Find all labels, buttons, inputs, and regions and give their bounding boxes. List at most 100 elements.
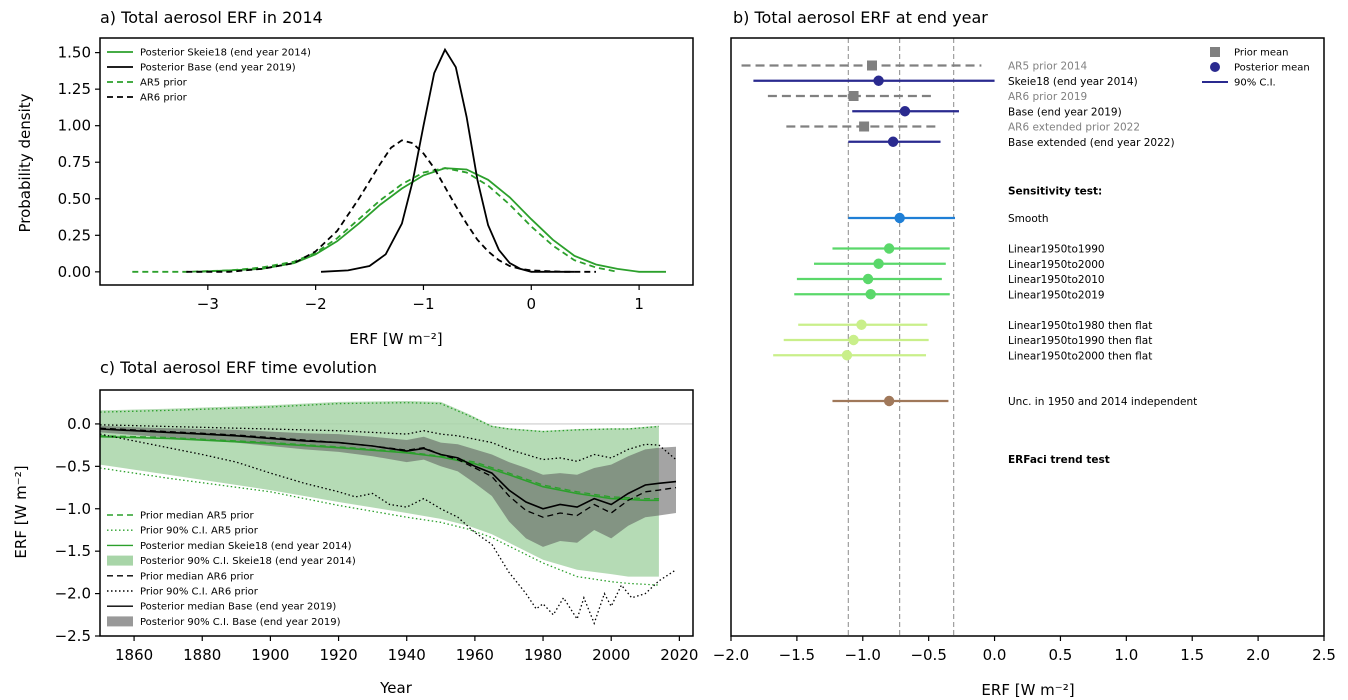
x-tick-label: 2020: [660, 646, 698, 664]
legend-label: AR5 prior: [140, 78, 188, 89]
y-tick-label: 1.50: [58, 44, 91, 62]
prior-mean-marker: [848, 91, 859, 101]
y-tick-label: 1.00: [58, 117, 91, 135]
row-label: Base extended (end year 2022): [1008, 137, 1175, 149]
x-tick-label: 2.5: [1312, 646, 1336, 664]
y-tick-label: 0.0: [67, 415, 91, 433]
x-tick-label: 1880: [183, 646, 221, 664]
row-label: Linear1950to1990 then flat: [1008, 335, 1152, 347]
legend-label: Posterior median Skeie18 (end year 2014): [140, 541, 352, 552]
legend-label: Posterior Base (end year 2019): [140, 63, 296, 74]
x-tick-label: 1960: [456, 646, 494, 664]
x-tick-label: 1860: [115, 646, 153, 664]
x-tick-label: −1.5: [779, 646, 815, 664]
ci-band-1: [100, 425, 676, 547]
density-line-0: [196, 167, 666, 273]
y-tick-label: 1.25: [58, 80, 91, 98]
row-label: Unc. in 1950 and 2014 independent: [1008, 396, 1197, 408]
posterior-mean-marker: [873, 258, 884, 269]
posterior-mean-marker: [862, 273, 874, 285]
legend-label: Prior 90% C.I. AR6 prior: [140, 587, 259, 598]
posterior-mean-marker: [887, 136, 899, 147]
x-tick-label: −2: [305, 295, 327, 313]
panel-c-frame: [99, 389, 694, 637]
prior-mean-marker: [867, 60, 878, 71]
row-label: Linear1950to1980 then flat: [1008, 320, 1152, 332]
row-label: Smooth: [1008, 213, 1049, 225]
row-label: AR6 extended prior 2022: [1008, 122, 1140, 134]
panel-b-plot-area: AR5 prior 2014 Skeie18 (end year 2014) AR6…: [713, 37, 1336, 664]
panel-a-xlabel: ERF [W m⁻²]: [349, 330, 442, 348]
y-tick-label: 0.75: [58, 153, 91, 171]
row-label: Linear1950to2019: [1008, 289, 1105, 301]
row-label: Linear1950to2000: [1008, 259, 1105, 271]
y-tick-label: −2.5: [55, 627, 91, 645]
panel-a-ylabel: Probability density: [16, 93, 34, 232]
legend-swatch: [107, 555, 133, 566]
panel-c-plot-area: 1860 1880 1900 1920 1940 1960 1980 2000 2020 0.0 −…: [55, 389, 698, 664]
time-series-line-2: [100, 467, 659, 586]
y-tick-label: 0.50: [58, 190, 91, 208]
row-label: Linear1950to2010: [1008, 274, 1105, 286]
row-label: Base (end year 2019): [1008, 106, 1122, 118]
x-tick-label: 0: [526, 295, 536, 313]
density-line-3: [186, 139, 596, 273]
posterior-mean-marker: [899, 106, 911, 117]
panel-a-frame: [99, 37, 694, 286]
posterior-mean-marker: [848, 334, 859, 346]
panel-c-ylabel: ERF [W m⁻²]: [12, 465, 30, 558]
row-label: Linear1950to2000 then flat: [1008, 350, 1152, 362]
legend-label: Posterior Skeie18 (end year 2014): [140, 48, 311, 59]
x-tick-label: 1980: [524, 646, 562, 664]
panel-a-plot-area: −3 −2 −1 0 1 0.00 0.25 0.50 0.75 1.00 1.25 1.50: [58, 37, 694, 313]
posterior-mean-marker: [841, 350, 853, 361]
row-label: Linear1950to1990: [1008, 244, 1105, 256]
row-label: Skeie18 (end year 2014): [1008, 76, 1138, 88]
legend-label: AR6 prior: [140, 93, 188, 104]
x-tick-label: −1: [412, 295, 434, 313]
legend-label: Prior 90% C.I. AR5 prior: [140, 526, 259, 537]
legend-label: Posterior median Base (end year 2019): [140, 602, 336, 613]
posterior-mean-marker: [894, 212, 905, 224]
prior-mean-marker: [859, 121, 870, 132]
legend-label: Posterior 90% C.I. Base (end year 2019): [140, 617, 341, 628]
x-tick-label: −2.0: [713, 646, 749, 664]
x-tick-label: −1.0: [845, 646, 881, 664]
legend-label: Prior median AR5 prior: [140, 511, 255, 522]
y-tick-label: −0.5: [55, 457, 91, 475]
x-tick-label: 1900: [251, 646, 289, 664]
density-line-2: [132, 167, 618, 273]
panel-a-title: a) Total aerosol ERF in 2014: [100, 8, 323, 27]
panel-a-legend: Posterior Skeie18 (end year 2014) Posteri…: [107, 48, 311, 104]
x-tick-label: 2.0: [1246, 646, 1270, 664]
y-tick-label: 0.25: [58, 226, 91, 244]
x-tick-label: 1.0: [1114, 646, 1138, 664]
row-label: AR6 prior 2019: [1008, 91, 1087, 103]
legend-label: 90% C.I.: [1234, 78, 1276, 89]
x-tick-label: −0.5: [910, 646, 946, 664]
y-tick-label: −2.0: [55, 585, 91, 603]
time-series-line-4: [100, 427, 677, 518]
y-tick-label: 0.00: [58, 263, 91, 281]
section-header: ERFaci trend test: [1008, 454, 1110, 466]
time-series-line-3: [100, 435, 659, 502]
x-tick-label: 1920: [319, 646, 357, 664]
panel-c-title: c) Total aerosol ERF time evolution: [100, 358, 377, 377]
panel-b-frame: [730, 37, 1325, 637]
posterior-mean-marker: [865, 289, 876, 300]
x-tick-label: 2000: [592, 646, 630, 664]
x-tick-label: 0.0: [983, 646, 1007, 664]
row-label: AR5 prior 2014: [1008, 61, 1088, 73]
panel-b-xlabel: ERF [W m⁻²]: [981, 681, 1074, 699]
panel-c-legend: Prior median AR5 prior Prior 90% C.I. AR5…: [107, 511, 356, 628]
legend-label: Posterior mean: [1234, 63, 1310, 74]
legend-swatch: [107, 616, 133, 627]
posterior-mean-marker: [883, 243, 895, 254]
x-tick-label: 0.5: [1049, 646, 1073, 664]
density-line-1: [320, 47, 575, 273]
panel-c-plot-clip: [100, 401, 693, 626]
legend-label: Prior mean: [1234, 48, 1289, 59]
panel-b-end-year-chart: b) Total aerosol ERF at end year AR5 pri…: [713, 8, 1336, 699]
y-tick-label: −1.5: [55, 542, 91, 560]
x-tick-label: 1.5: [1180, 646, 1204, 664]
